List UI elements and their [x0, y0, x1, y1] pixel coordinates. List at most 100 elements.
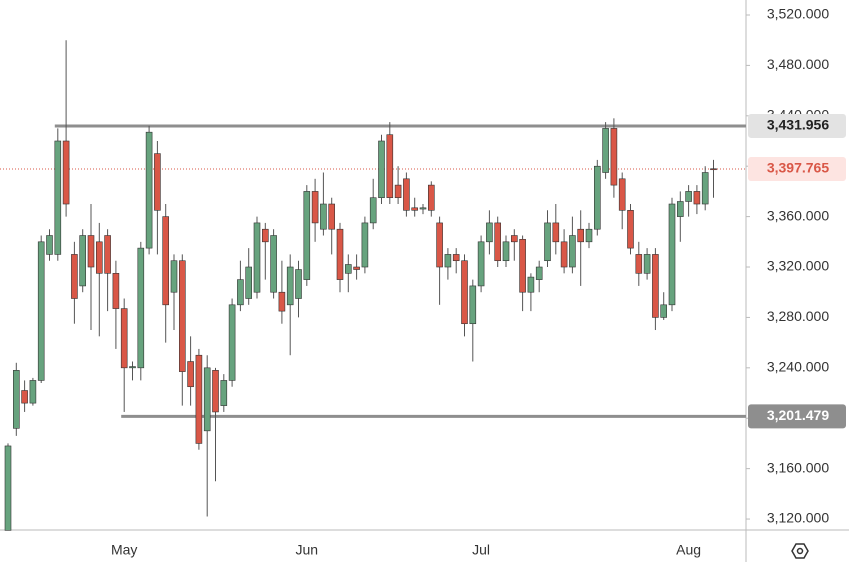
candle — [120, 298, 128, 412]
candle — [79, 229, 86, 293]
candle — [270, 229, 277, 299]
candle-body — [652, 254, 659, 318]
y-tick-label: 3,360.000 — [767, 207, 829, 223]
y-tick-label: 3,120.000 — [767, 510, 829, 526]
candle — [303, 185, 311, 286]
candle-body — [618, 178, 626, 211]
candle — [668, 197, 676, 312]
candle-body — [120, 308, 128, 369]
candle — [569, 216, 576, 274]
candle-body — [569, 235, 576, 268]
candle — [386, 122, 394, 205]
candle — [552, 204, 560, 255]
candle — [652, 248, 659, 331]
settings-button[interactable] — [791, 543, 809, 559]
candle-body — [353, 266, 360, 270]
candle — [685, 185, 692, 217]
candle-body — [170, 260, 178, 293]
candle — [693, 185, 701, 215]
candle-body — [710, 168, 717, 171]
candle — [444, 248, 452, 280]
candle — [427, 181, 435, 217]
candle-body — [187, 361, 194, 388]
candle-body — [386, 134, 394, 199]
candle-body — [104, 235, 111, 274]
candle — [145, 125, 153, 255]
candle-body — [461, 260, 468, 325]
candle — [560, 229, 568, 274]
settings-icon-dot — [796, 547, 804, 555]
candle — [245, 248, 252, 305]
candle-body — [328, 203, 336, 230]
candle — [320, 172, 327, 236]
candle — [295, 260, 302, 318]
candle — [577, 210, 585, 286]
candle — [378, 134, 385, 205]
y-tick-label: 3,160.000 — [767, 459, 829, 475]
candle-body — [427, 184, 435, 211]
candle — [627, 204, 634, 255]
candle — [660, 292, 668, 320]
candle-body — [701, 172, 709, 205]
candle-body — [286, 266, 294, 306]
candle — [29, 377, 37, 406]
candle — [361, 216, 369, 274]
candle-body — [361, 222, 369, 268]
candle-body — [311, 191, 319, 224]
x-tick-label: Jul — [472, 542, 490, 558]
candle-body — [71, 254, 78, 299]
candle-body — [320, 203, 327, 230]
candle — [137, 241, 145, 381]
candle-body — [411, 207, 419, 211]
candle — [635, 241, 643, 286]
price-label-box — [748, 113, 846, 138]
candle-body — [419, 207, 427, 210]
candle — [278, 260, 286, 324]
candle — [71, 241, 78, 324]
candle-body — [253, 222, 261, 293]
candle-body — [228, 304, 236, 381]
candle-body — [96, 241, 103, 274]
candle-body — [369, 197, 377, 224]
candle — [710, 159, 717, 198]
candle-body — [593, 165, 601, 230]
candle-body — [162, 216, 169, 306]
candle — [643, 248, 651, 280]
candle — [21, 380, 28, 412]
candle-body — [13, 370, 20, 429]
candle-body — [270, 235, 277, 293]
candle — [344, 254, 352, 293]
y-tick-label: 3,320.000 — [767, 258, 829, 274]
candle-body — [544, 222, 551, 262]
candle-body — [668, 203, 676, 306]
candle-body — [660, 304, 668, 318]
candle-body — [303, 191, 311, 280]
candle-body — [693, 191, 701, 205]
candle-body — [154, 153, 161, 211]
x-tick-label: May — [111, 542, 137, 558]
candle-body — [4, 445, 12, 531]
candle — [129, 361, 136, 381]
candle — [104, 229, 111, 312]
candle — [328, 197, 336, 255]
candle — [187, 336, 194, 406]
candle — [419, 204, 427, 215]
candle — [261, 222, 269, 280]
candle-body — [112, 273, 120, 309]
y-tick-label: 3,480.000 — [767, 56, 829, 72]
candle-body — [552, 222, 560, 243]
candle-body — [21, 390, 28, 404]
candle-body — [336, 228, 344, 280]
candle-body — [519, 238, 526, 293]
candle-body — [403, 178, 410, 211]
candle — [220, 374, 228, 412]
candle — [369, 178, 377, 230]
candle-body — [212, 370, 219, 413]
candle — [286, 254, 294, 356]
candle-body — [137, 247, 145, 369]
candle-body — [344, 264, 352, 274]
price-label-box — [748, 404, 846, 429]
candle-body — [237, 279, 244, 306]
candle — [96, 222, 103, 337]
